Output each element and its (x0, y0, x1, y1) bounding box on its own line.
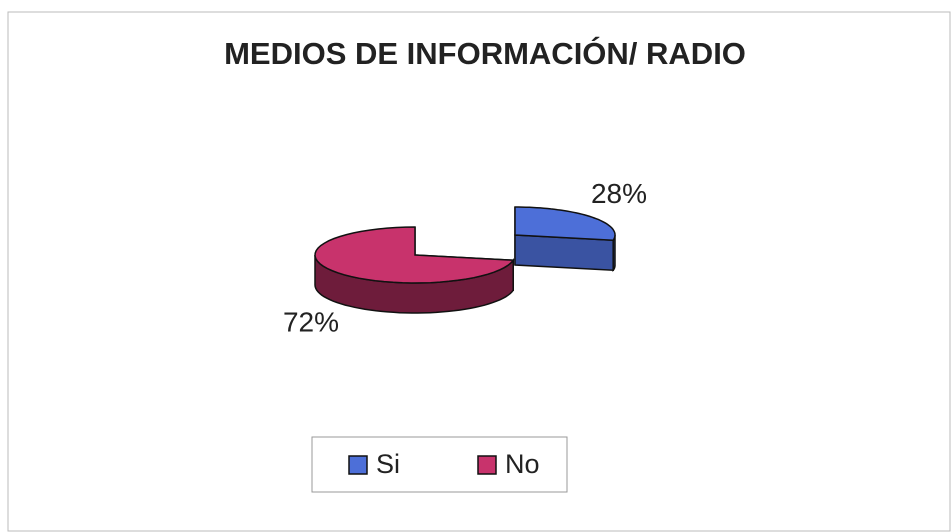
pie-slice (314, 226, 515, 284)
legend-label: No (505, 449, 540, 479)
slice-face (514, 234, 614, 272)
chart-title: MEDIOS DE INFORMACIÓN/ RADIO (224, 35, 746, 71)
legend-swatch (477, 455, 497, 475)
data-label: 72% (283, 307, 339, 338)
data-label: 28% (591, 178, 647, 209)
pie-slice (514, 206, 616, 241)
legend-swatch (348, 455, 368, 475)
legend-label: Si (376, 449, 400, 479)
